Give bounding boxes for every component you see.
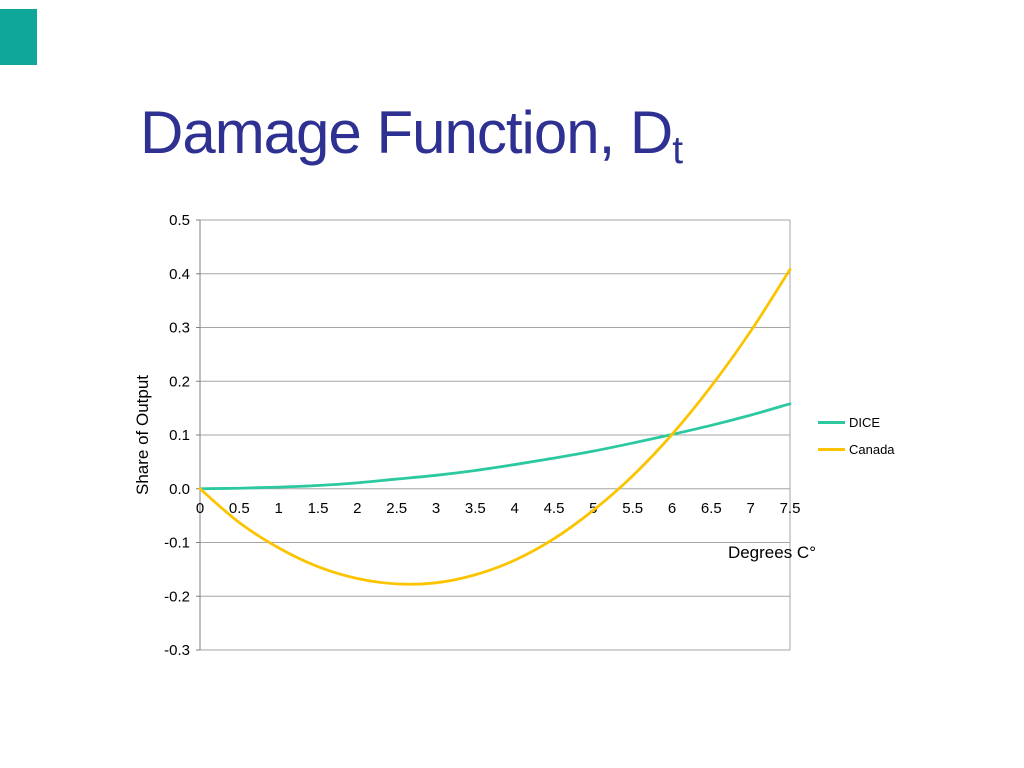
x-tick-label: 4	[510, 500, 518, 517]
x-tick-label: 0.5	[229, 500, 250, 517]
x-tick-label: 5.5	[622, 500, 643, 517]
dice-line	[198, 402, 792, 491]
legend-item-canada: Canada	[818, 436, 895, 463]
y-tick-label: 0.2	[169, 373, 190, 390]
x-tick-label: 6.5	[701, 500, 722, 517]
y-tick-label: -0.2	[164, 588, 190, 605]
legend-label-canada: Canada	[849, 442, 895, 457]
x-tick-label: 2	[353, 500, 361, 517]
x-tick-label: 4.5	[544, 500, 565, 517]
y-tick-label: -0.1	[164, 535, 190, 552]
y-tick-label: 0.4	[169, 266, 190, 283]
y-tick-label: -0.3	[164, 642, 190, 659]
legend-label-dice: DICE	[849, 415, 881, 430]
x-tick-label: 6	[668, 500, 676, 517]
x-tick-label: 7.5	[780, 500, 801, 517]
y-tick-label: 0.0	[169, 481, 190, 498]
corner-accent	[0, 9, 37, 65]
dice-line-swatch	[818, 421, 845, 424]
canada-line	[198, 268, 792, 586]
x-tick-label: 5	[589, 500, 597, 517]
y-axis-title: Share of Output	[133, 374, 152, 496]
slide-title-text: Damage Function, D	[140, 99, 673, 166]
y-tick-label: 0.3	[169, 320, 190, 337]
x-tick-label: 0	[196, 500, 204, 517]
canada-line-swatch	[818, 448, 845, 451]
slide-title-subscript: t	[672, 129, 683, 172]
x-tick-label: 2.5	[386, 500, 407, 517]
x-tick-label: 3	[432, 500, 440, 517]
x-tick-label: 3.5	[465, 500, 486, 517]
x-axis-title: Degrees C°	[727, 543, 816, 562]
x-tick-label: 1	[274, 500, 282, 517]
x-tick-label: 7	[746, 500, 754, 517]
chart-legend: DICE Canada	[818, 409, 895, 463]
y-axis-title-wrap: Share of Output	[130, 220, 156, 650]
x-tick-label: 1.5	[308, 500, 329, 517]
legend-item-dice: DICE	[818, 409, 895, 436]
slide-title: Damage Function, Dt	[140, 98, 683, 172]
y-tick-label: 0.5	[169, 212, 190, 229]
y-tick-label: 0.1	[169, 427, 190, 444]
